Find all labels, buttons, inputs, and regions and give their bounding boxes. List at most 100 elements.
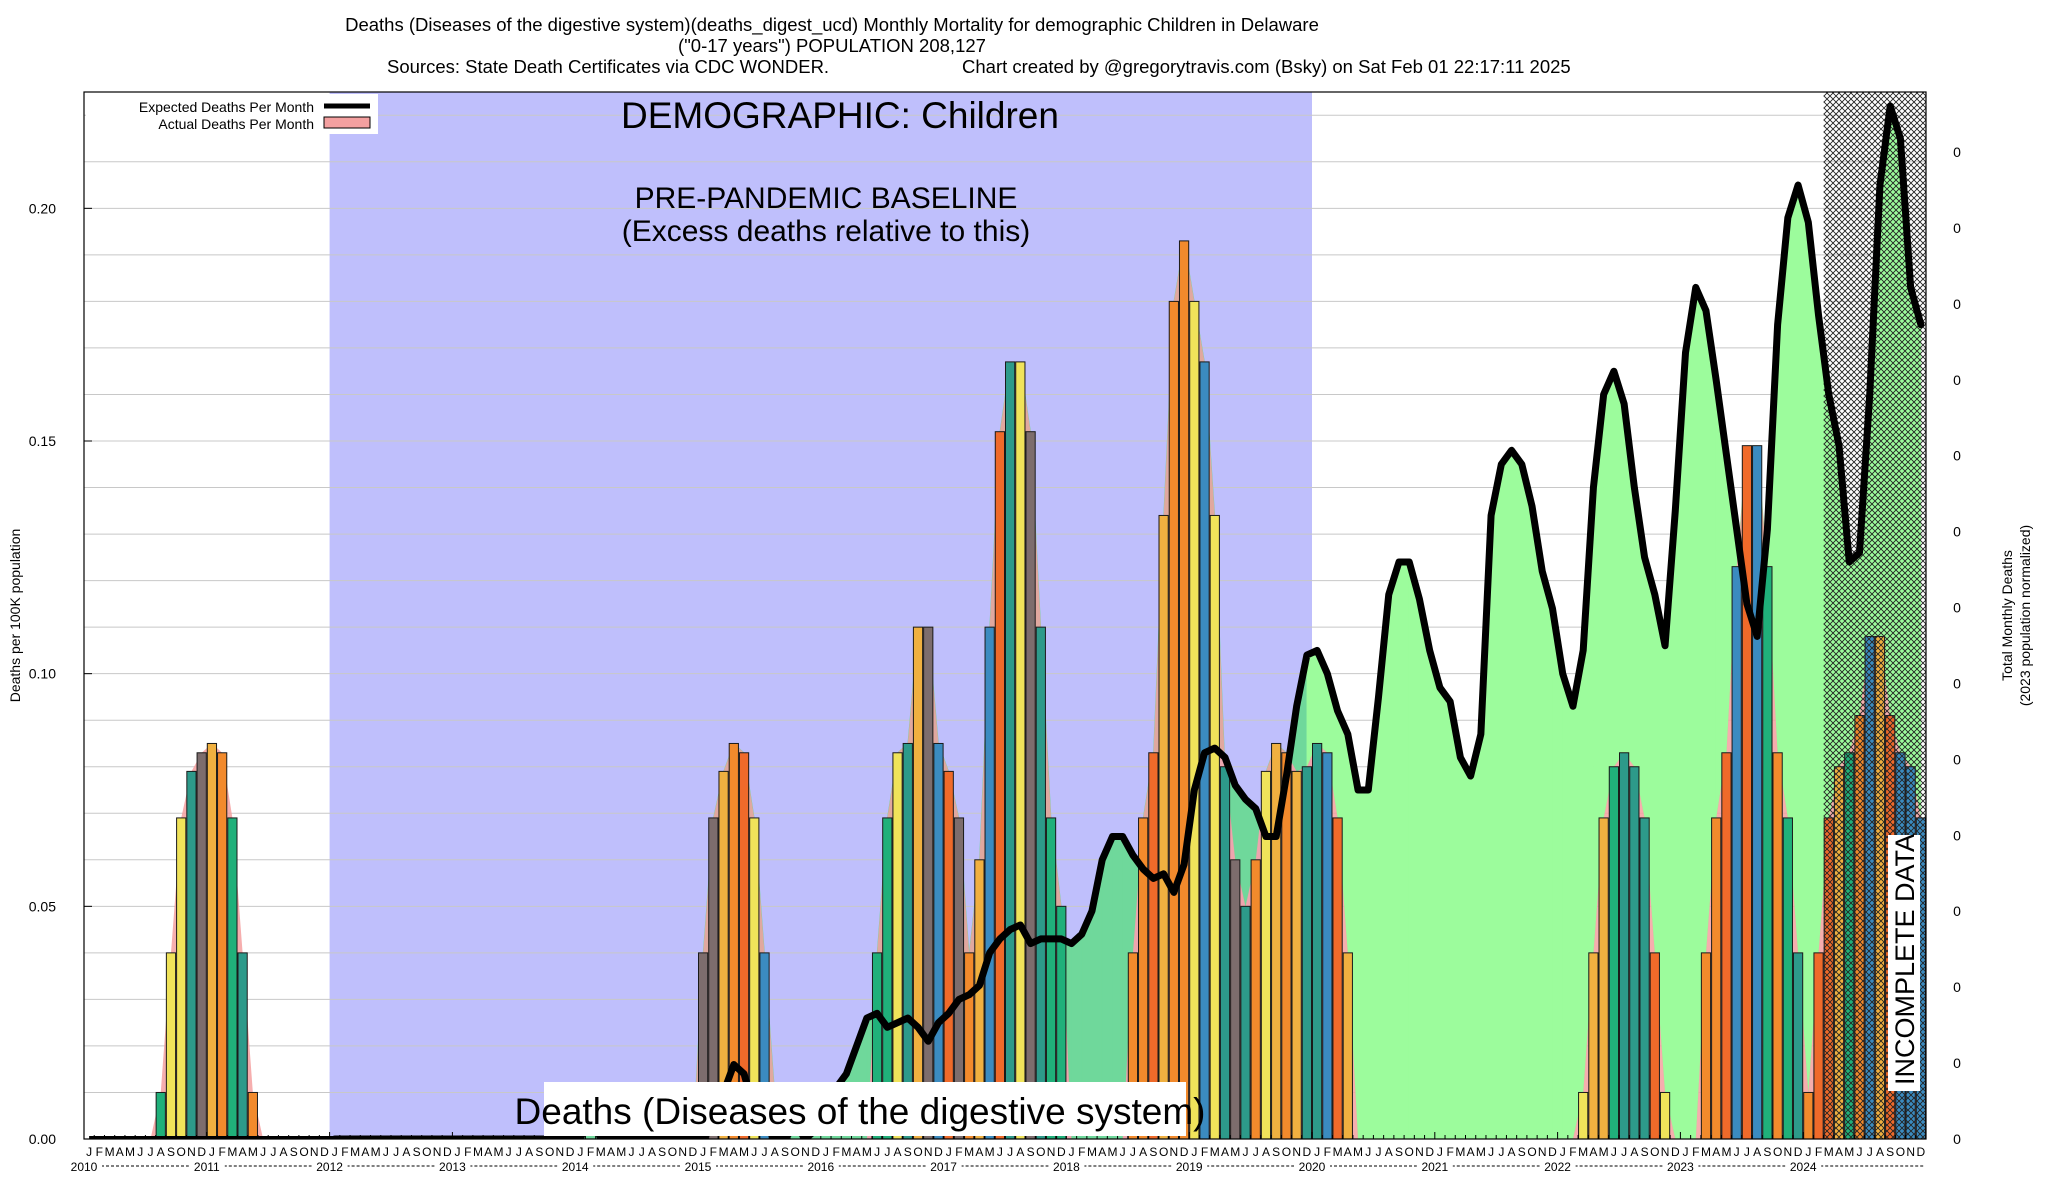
bar (206, 742, 218, 1139)
x-year-label: 2022 (1544, 1160, 1571, 1174)
x-month-label: F (1692, 1145, 1699, 1159)
y2-tick-label: 0 (1953, 1131, 1961, 1147)
expected-area-segment (1429, 650, 1441, 1139)
x-month-label: J (1242, 1145, 1248, 1159)
x-month-label: D (1180, 1145, 1189, 1159)
x-month-label: O (1650, 1145, 1659, 1159)
bar (1178, 240, 1190, 1139)
x-month-label: J (639, 1145, 645, 1159)
y2-tick-label: 0 (1953, 827, 1961, 843)
legend: Expected Deaths Per Month Actual Deaths … (86, 94, 378, 134)
bar (1322, 752, 1333, 1139)
x-month-label: O (1405, 1145, 1414, 1159)
x-month-label: J (1498, 1145, 1504, 1159)
expected-area-segment (1490, 464, 1502, 1139)
bar (1752, 445, 1763, 1139)
bar (984, 626, 995, 1139)
y2-tick-label: 0 (1953, 751, 1961, 767)
x-month-label: J (209, 1145, 215, 1159)
bar (1332, 817, 1343, 1139)
x-month-label: M (1701, 1145, 1711, 1159)
expected-area-segment (1501, 449, 1512, 1139)
y2-tick-label: 0 (1953, 220, 1961, 236)
x-month-label: J (260, 1145, 266, 1159)
x-month-label: A (975, 1145, 983, 1159)
y-tick-label: 0.00 (29, 1131, 56, 1147)
x-month-label: M (227, 1145, 237, 1159)
chart-credit: Chart created by @gregorytravis.com (Bsk… (962, 56, 1571, 77)
x-month-label: N (1661, 1145, 1670, 1159)
x-month-label: J (751, 1145, 757, 1159)
x-month-label: A (894, 1145, 902, 1159)
year-label-bg (1539, 1159, 1576, 1173)
x-month-label: A (116, 1145, 124, 1159)
bar (933, 742, 944, 1139)
x-month-label: J (577, 1145, 583, 1159)
x-month-label: A (525, 1145, 533, 1159)
bar (1782, 817, 1793, 1139)
bar (994, 431, 1005, 1139)
x-month-label: D (1671, 1145, 1680, 1159)
bar (1721, 752, 1732, 1139)
x-month-label: O (668, 1145, 677, 1159)
bar (1619, 752, 1630, 1139)
expected-area-segment (1511, 449, 1523, 1139)
x-month-label: J (393, 1145, 399, 1159)
y-tick-label: 0.05 (29, 898, 56, 914)
x-month-label: M (105, 1145, 115, 1159)
bar (1312, 742, 1323, 1139)
axes: 0.00 0.05 0.10 0.15 0.20 0 0 0 0 0 0 0 0 0 0 0 0 0 0 Deaths… (7, 144, 2033, 1174)
x-month-label: M (1476, 1145, 1486, 1159)
x-month-label: S (1518, 1145, 1526, 1159)
expected-area-segment (1613, 371, 1625, 768)
bar (1711, 817, 1722, 1139)
baseline-sublabel: (Excess deaths relative to this) (622, 215, 1031, 248)
x-month-label: S (1395, 1145, 1403, 1159)
bar (1035, 626, 1046, 1139)
bar (1271, 742, 1282, 1139)
x-month-label: J (1867, 1145, 1873, 1159)
x-month-label: J (874, 1145, 880, 1159)
x-month-label: J (700, 1145, 706, 1159)
x-month-label: S (1149, 1145, 1157, 1159)
x-year-label: 2018 (1053, 1160, 1080, 1174)
expected-area-segment (1419, 599, 1430, 1139)
bar (974, 859, 985, 1139)
x-month-label: M (371, 1145, 381, 1159)
x-month-label: S (1027, 1145, 1035, 1159)
x-month-label: O (1896, 1145, 1905, 1159)
x-year-label: 2021 (1421, 1160, 1448, 1174)
x-year-label: 2016 (807, 1160, 834, 1174)
x-year-label: 2012 (316, 1160, 343, 1174)
cause-label: Deaths (Diseases of the digestive system… (515, 1091, 1206, 1132)
x-month-label: M (1599, 1145, 1609, 1159)
y2-axis-label-1: Total Monthly Deaths (1999, 550, 2015, 681)
x-month-label: N (1538, 1145, 1547, 1159)
bar (1598, 817, 1609, 1139)
x-month-label: J (628, 1145, 634, 1159)
x-month-label: M (1353, 1145, 1363, 1159)
x-month-label: M (1333, 1145, 1343, 1159)
x-year-label: 2023 (1667, 1160, 1694, 1174)
x-month-label: N (678, 1145, 687, 1159)
bar (1158, 514, 1169, 1139)
x-month-label: J (1744, 1145, 1750, 1159)
x-month-label: J (506, 1145, 512, 1159)
x-month-label: J (1734, 1145, 1740, 1159)
x-month-label: J (1856, 1145, 1862, 1159)
x-month-label: F (1446, 1145, 1453, 1159)
x-month-label: J (516, 1145, 522, 1159)
year-label-bg (1416, 1159, 1453, 1173)
x-month-label: M (1107, 1145, 1117, 1159)
year-label-bg (1662, 1159, 1699, 1173)
year-label-bg (1048, 1159, 1085, 1173)
x-month-label: O (545, 1145, 554, 1159)
x-month-label: M (964, 1145, 974, 1159)
y-tick-label: 0.10 (29, 666, 56, 682)
bar (1240, 905, 1251, 1139)
year-label-bg (311, 1159, 348, 1173)
x-month-label: J (1376, 1145, 1382, 1159)
x-month-label: D (1917, 1145, 1926, 1159)
expected-area-segment (1562, 673, 1574, 1139)
year-label-bg (1294, 1159, 1330, 1173)
